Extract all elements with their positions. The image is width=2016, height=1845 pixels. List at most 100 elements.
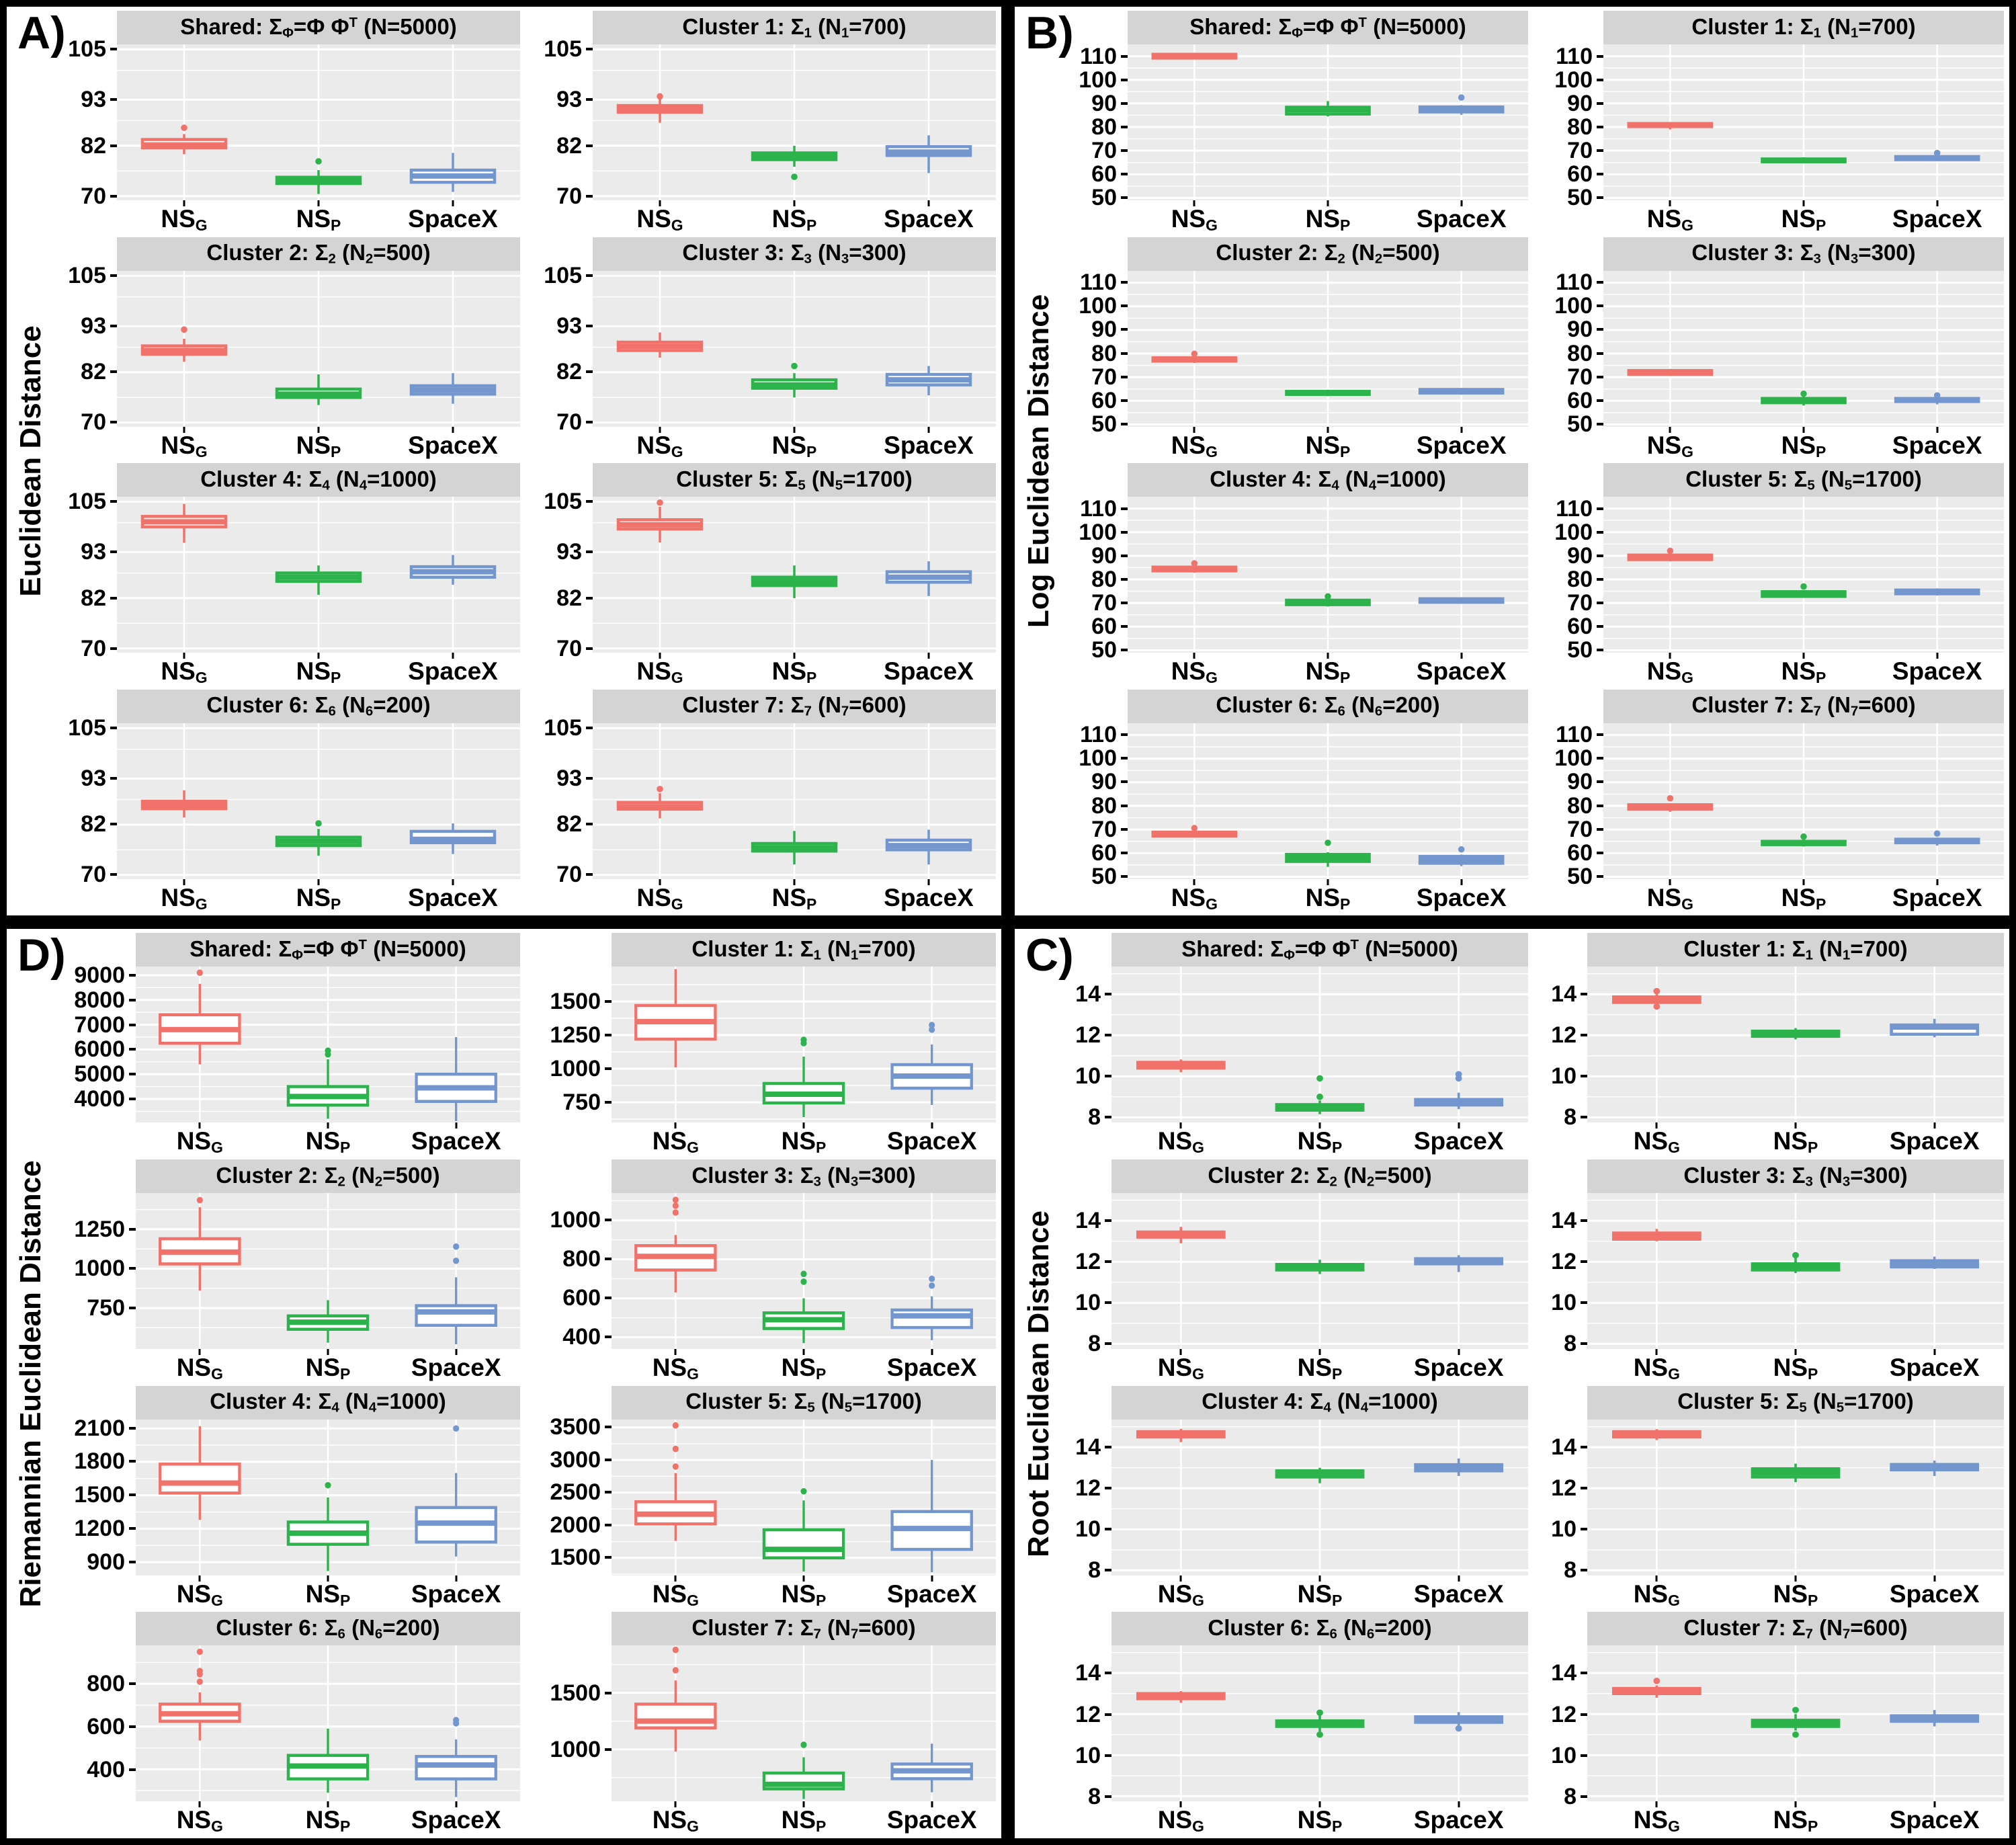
x-axis-labels: NSG NSP SpaceX	[1111, 1348, 1528, 1383]
subplot-title-strip: Cluster 6: Σ6 (N6=200)	[117, 689, 520, 723]
y-tick-mark	[1597, 733, 1603, 737]
subplot: 8 10 12 14 Cluster 1: Σ1 (N1=700) NSG NSP Space…	[1539, 933, 2004, 1157]
box-SpaceX	[409, 153, 497, 192]
x-tick-label-NSG: NSG	[636, 883, 683, 913]
subplot: 8 10 12 14 Cluster 2: Σ2 (N2=500) NSG NSP Space…	[1063, 1159, 1528, 1383]
box-NSP	[1761, 157, 1847, 163]
y-tick-label: 70	[1567, 816, 1593, 842]
subplot-title-text: Cluster 3: Σ3 (N3=300)	[1683, 1162, 1908, 1190]
subplot-title-text: Cluster 4: Σ4 (N4=1000)	[1202, 1389, 1438, 1416]
y-tick-label: 100	[1079, 745, 1117, 772]
y-tick-mark	[605, 1067, 612, 1070]
x-tick-label-SpaceX: SpaceX	[411, 1127, 501, 1155]
plot-column: Cluster 5: Σ5 (N5=1700) NSG NSP SpaceX	[612, 1385, 996, 1610]
y-tick-mark	[1121, 804, 1128, 807]
box-NSP	[1751, 1463, 1841, 1482]
plot-area	[136, 1645, 520, 1802]
x-tick-mark	[793, 200, 796, 206]
x-tick-label-NSP: NSP	[771, 205, 817, 235]
y-tick-label: 400	[87, 1756, 125, 1782]
boxplot-canvas	[1587, 967, 2004, 1122]
plot-area	[1603, 497, 2004, 653]
x-tick-mark	[793, 653, 796, 659]
plot-area	[117, 497, 520, 653]
y-tick-mark	[129, 1560, 136, 1563]
box-SpaceX	[1414, 1712, 1504, 1732]
y-axis-ticks: 400 600 800	[55, 1612, 136, 1836]
box-NSP	[751, 830, 838, 864]
plot-area	[612, 967, 996, 1122]
y-tick-mark	[110, 823, 117, 826]
x-tick-label-SpaceX: SpaceX	[886, 1580, 977, 1608]
x-tick-label-NSP: NSP	[1781, 205, 1826, 235]
y-tick-label: 2000	[550, 1512, 601, 1538]
y-tick-mark	[1581, 1568, 1587, 1571]
y-tick-mark	[1105, 1527, 1111, 1530]
y-tick-mark	[605, 1101, 612, 1104]
y-tick-label: 93	[556, 87, 582, 113]
y-tick-mark	[586, 550, 593, 554]
y-tick-label: 8	[1564, 1331, 1577, 1357]
plot-column: Cluster 3: Σ3 (N3=300) NSG NSP SpaceX	[1587, 1159, 2004, 1383]
subplot: 70 82 93 105 Cluster 3: Σ3 (N3=300) NSG NSP Spa…	[531, 237, 996, 461]
y-tick-label: 70	[1567, 364, 1593, 390]
x-tick-label-NSP: NSP	[1305, 883, 1351, 913]
y-tick-label: 70	[556, 635, 582, 661]
plot-area	[612, 1645, 996, 1802]
y-tick-mark	[1597, 352, 1603, 355]
x-axis-labels: NSG NSP SpaceX	[1128, 426, 1528, 460]
x-tick-mark	[1802, 878, 1805, 885]
x-axis-labels: NSG NSP SpaceX	[1587, 1348, 2004, 1383]
y-tick-mark	[605, 1219, 612, 1222]
x-axis-labels: NSG NSP SpaceX	[1111, 1122, 1528, 1156]
x-tick-label-SpaceX: SpaceX	[1416, 883, 1507, 911]
x-tick-label-NSG: NSG	[1171, 883, 1218, 913]
x-tick-mark	[183, 426, 185, 433]
y-tick-label: 12	[1551, 1249, 1577, 1274]
x-tick-mark	[198, 1348, 201, 1355]
y-tick-mark	[1581, 1486, 1587, 1489]
y-tick-mark	[1581, 1219, 1587, 1222]
y-tick-label: 105	[544, 262, 582, 288]
subplot-title-strip: Cluster 3: Σ3 (N3=300)	[593, 237, 996, 271]
x-tick-mark	[1327, 878, 1329, 885]
subplot: 70 82 93 105 Cluster 4: Σ4 (N4=1000) NSG NSP Sp…	[55, 463, 520, 687]
x-tick-mark	[1669, 426, 1671, 433]
box-NSP	[1761, 583, 1847, 598]
y-tick-label: 14	[1551, 1207, 1577, 1233]
x-axis-labels: NSG NSP SpaceX	[1587, 1801, 2004, 1835]
y-tick-mark	[110, 144, 117, 147]
x-tick-label-NSG: NSG	[636, 657, 683, 687]
y-tick-label: 400	[562, 1324, 601, 1350]
box-NSP	[286, 1300, 370, 1343]
x-tick-label-NSG: NSG	[1157, 1806, 1204, 1836]
box-NSP	[762, 1270, 845, 1344]
y-tick-mark	[110, 873, 117, 876]
panel-letter-C: C)	[1025, 930, 1074, 981]
y-tick-label: 100	[1079, 293, 1117, 319]
subplot: 8 10 12 14 Cluster 7: Σ7 (N7=600) NSG NSP Space…	[1539, 1612, 2004, 1836]
y-tick-label: 10	[1075, 1063, 1101, 1090]
subplot-title-strip: Cluster 2: Σ2 (N2=500)	[117, 237, 520, 271]
subplot-title-strip: Cluster 7: Σ7 (N7=600)	[612, 1612, 996, 1646]
x-tick-mark	[1933, 1122, 1936, 1129]
y-tick-label: 1000	[550, 1056, 601, 1081]
plot-area	[612, 1419, 996, 1575]
y-tick-mark	[110, 98, 117, 101]
y-tick-mark	[1597, 780, 1603, 784]
y-tick-mark	[110, 647, 117, 650]
x-axis-labels: NSG NSP SpaceX	[612, 1801, 996, 1836]
y-tick-label: 110	[1080, 495, 1117, 522]
x-axis-labels: NSG NSP SpaceX	[1603, 200, 2004, 235]
x-tick-mark	[1655, 1348, 1658, 1355]
box-SpaceX	[1414, 1458, 1504, 1476]
y-axis-ticks: 70 82 93 105	[55, 463, 117, 687]
y-tick-label: 900	[87, 1549, 125, 1575]
x-axis-labels: NSG NSP SpaceX	[612, 1122, 996, 1156]
x-tick-label-NSG: NSG	[652, 1806, 699, 1836]
y-tick-mark	[586, 274, 593, 277]
x-tick-mark	[1460, 653, 1463, 659]
y-tick-mark	[129, 1460, 136, 1463]
box-SpaceX	[1890, 1256, 1980, 1269]
